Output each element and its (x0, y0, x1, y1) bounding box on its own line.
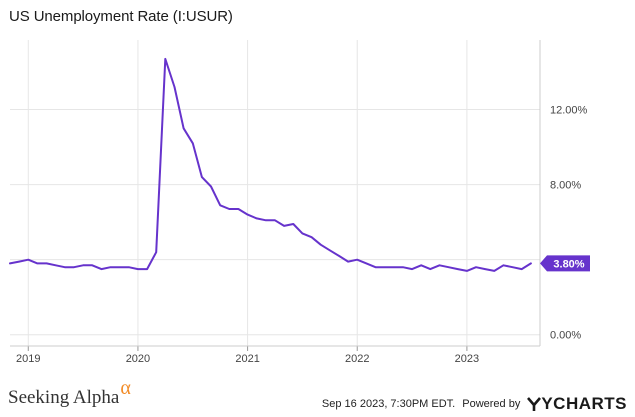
data-point (246, 214, 249, 216)
data-point (384, 266, 386, 268)
data-point (530, 262, 532, 265)
data-point (502, 264, 505, 266)
last-value-label: 3.80% (553, 258, 584, 270)
data-point (374, 266, 377, 268)
data-point (73, 266, 75, 268)
data-point (55, 264, 57, 266)
x-tick-label: 2020 (126, 353, 150, 365)
data-point (365, 262, 367, 265)
grid-lines (10, 40, 540, 346)
data-point (228, 208, 230, 210)
data-point (283, 225, 285, 227)
data-point (475, 266, 477, 268)
series-layer (9, 57, 532, 272)
data-point (109, 266, 112, 268)
data-point (411, 268, 413, 270)
data-point (18, 260, 20, 263)
data-point (393, 266, 395, 268)
data-point (82, 264, 84, 266)
data-point (310, 236, 313, 238)
chart-title: US Unemployment Rate (I:USUR) (9, 8, 233, 25)
data-point (420, 264, 422, 266)
data-point (36, 262, 39, 265)
axes: 0.00%4.00%8.00%12.00%2019202020212022202… (10, 40, 588, 365)
timestamp: Sep 16 2023, 7:30PM EDT. (321, 398, 456, 410)
data-point (521, 268, 523, 270)
data-point (219, 204, 221, 206)
data-point (457, 268, 459, 270)
data-point (320, 244, 322, 246)
data-point (183, 127, 185, 129)
ycharts-text: YCHARTS (541, 394, 627, 413)
data-point (27, 259, 29, 261)
alpha-symbol-icon: α (120, 377, 131, 399)
data-point (265, 219, 267, 221)
data-point (119, 266, 121, 268)
data-point (146, 268, 148, 270)
data-point (155, 251, 157, 253)
data-point (466, 270, 468, 272)
data-point (64, 266, 66, 268)
x-tick-label: 2019 (16, 353, 40, 365)
y-tick-label: 0.00% (550, 330, 581, 342)
data-point (256, 217, 258, 219)
data-point (100, 268, 102, 270)
data-point (356, 259, 358, 261)
ycharts-y-icon (527, 397, 542, 411)
data-point (128, 266, 130, 268)
y-tick-label: 12.00% (550, 105, 588, 117)
data-point (210, 185, 212, 188)
data-point (338, 255, 340, 257)
data-point (402, 266, 404, 268)
data-point (137, 268, 139, 270)
data-point (329, 249, 331, 251)
labels: 3.80% (540, 255, 590, 272)
data-point (347, 260, 349, 263)
data-point (45, 262, 48, 265)
x-tick-label: 2022 (345, 353, 369, 365)
data-point (164, 58, 166, 60)
data-point (292, 223, 294, 225)
y-tick-label: 8.00% (550, 180, 581, 192)
data-point (448, 266, 450, 268)
x-tick-label: 2023 (455, 353, 479, 365)
brand-name: Seeking Alpha (8, 387, 120, 408)
ycharts-logo: YCHARTS (527, 394, 627, 414)
data-point (484, 268, 486, 270)
unemployment-rate-line (9, 57, 532, 272)
data-point (493, 270, 495, 272)
footer-attribution: Sep 16 2023, 7:30PM EDT. Powered by YCHA… (322, 394, 627, 414)
data-point (301, 232, 304, 235)
x-tick-label: 2021 (235, 353, 259, 365)
data-point (173, 86, 176, 88)
data-point (192, 142, 194, 144)
last-value-flag (540, 255, 590, 272)
seeking-alpha-logo: Seeking Alphaα (8, 377, 131, 409)
powered-by-text: Powered by (462, 398, 521, 410)
data-point (274, 219, 276, 221)
data-point (9, 262, 11, 265)
data-point (201, 176, 203, 178)
data-point (237, 208, 240, 210)
data-point (511, 266, 514, 268)
data-point (429, 268, 431, 270)
data-point (438, 264, 441, 266)
data-point (91, 264, 93, 266)
